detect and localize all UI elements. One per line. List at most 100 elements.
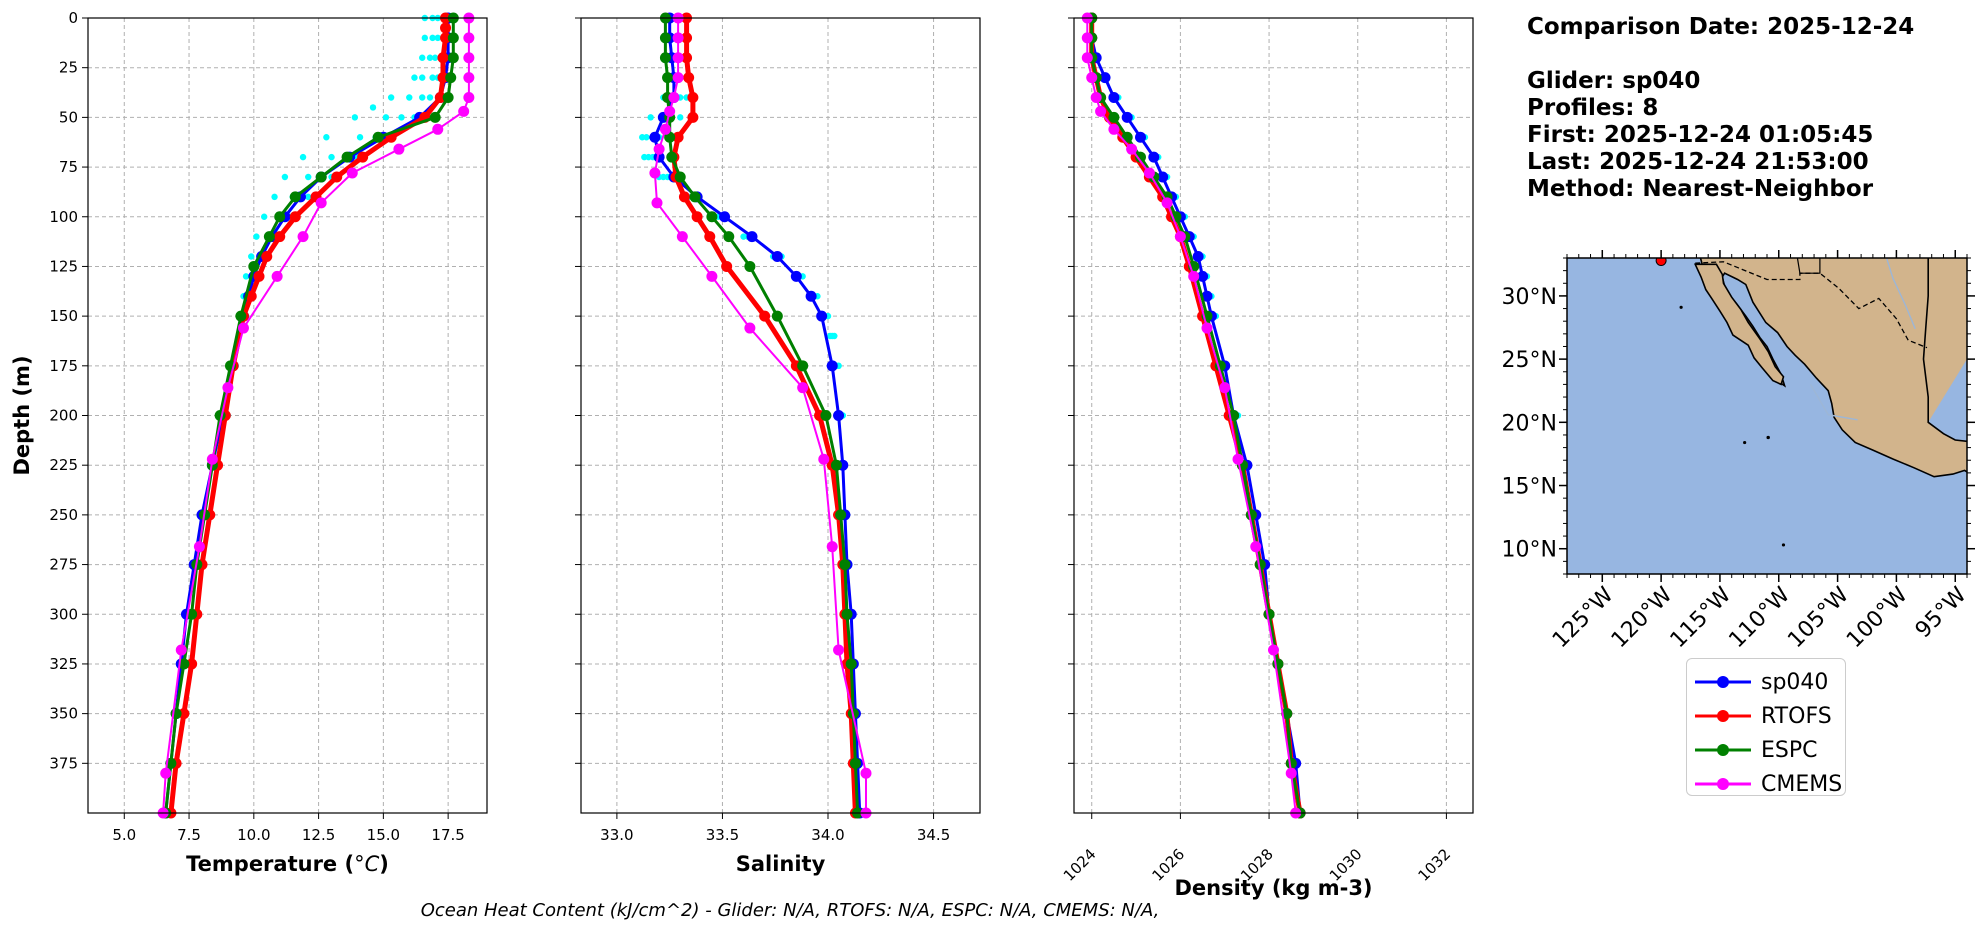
legend-label-sp040: sp040 <box>1761 669 1829 695</box>
baja-peninsula <box>1693 263 1785 386</box>
series-point-cmems <box>463 52 475 64</box>
y-tick-label: 325 <box>49 655 78 673</box>
river <box>1809 384 1858 421</box>
y-tick-label: 175 <box>49 357 78 375</box>
individual-profile-point <box>369 104 377 111</box>
series-point-espc <box>274 211 286 223</box>
y-tick-label: 0 <box>68 9 78 27</box>
series-point-cmems <box>833 644 845 656</box>
glider-name: Glider: sp040 <box>1527 68 1701 94</box>
map-lon-label: 120°W <box>1607 582 1678 653</box>
island <box>1781 543 1786 547</box>
individual-profile-point <box>434 34 441 42</box>
individual-profile-point <box>431 54 439 61</box>
individual-profile-point <box>260 213 268 220</box>
series-point-espc <box>1108 111 1120 123</box>
legend-entry-rtofs: RTOFS <box>1695 699 1845 733</box>
legend-entry-sp040: sp040 <box>1695 665 1845 699</box>
ocean-heat-content-note: Ocean Heat Content (kJ/cm^2) - Glider: N… <box>420 900 1160 921</box>
series-point-espc <box>447 52 459 64</box>
individual-profile-point <box>411 74 418 81</box>
y-tick-label: 300 <box>49 605 78 623</box>
gulf-coastline <box>1922 258 1967 443</box>
series-point-sp040 <box>1148 151 1160 163</box>
series-point-espc <box>841 608 853 620</box>
individual-profile-point <box>323 134 330 141</box>
individual-profile-point <box>419 94 426 101</box>
series-point-espc <box>771 310 783 322</box>
series-point-cmems <box>175 644 187 656</box>
us-mexico-border <box>1695 261 1928 349</box>
individual-profile-point <box>421 34 429 42</box>
series-point-cmems <box>1201 322 1213 334</box>
series-point-rtofs <box>704 231 716 243</box>
series-point-espc <box>835 509 847 521</box>
individual-profile-point <box>647 114 654 121</box>
series-point-sp040 <box>1197 270 1209 282</box>
series-point-cmems <box>315 197 327 209</box>
first-time: First: 2025-12-24 01:05:45 <box>1527 122 1874 148</box>
map-lat-label: 15°N <box>1502 475 1557 500</box>
island <box>1766 435 1770 440</box>
map-lon-label: 110°W <box>1724 582 1795 653</box>
series-point-cmems <box>346 167 358 179</box>
series-point-cmems <box>1285 767 1297 779</box>
series-point-espc <box>845 658 857 670</box>
series-point-cmems <box>1250 541 1262 553</box>
series-point-rtofs <box>261 251 273 262</box>
legend-swatch-espc <box>1695 744 1751 756</box>
individual-profile-point <box>677 114 684 121</box>
individual-profile-point <box>305 193 312 201</box>
series-point-espc <box>1281 708 1293 720</box>
series-point-sp040 <box>1135 131 1146 143</box>
x-tick-label: 1024 <box>1060 845 1100 885</box>
series-point-rtofs <box>687 111 699 123</box>
series-point-rtofs <box>672 131 684 143</box>
individual-profile-point <box>387 94 395 101</box>
series-point-espc <box>178 658 190 670</box>
series-point-rtofs <box>245 290 257 302</box>
series-point-cmems <box>463 32 475 44</box>
individual-profile-point <box>328 153 335 161</box>
series-point-cmems <box>651 197 663 209</box>
y-tick-label: 375 <box>49 754 78 772</box>
series-point-espc <box>797 360 809 372</box>
series-point-cmems <box>668 92 680 103</box>
series-point-cmems <box>672 72 684 84</box>
series-point-cmems <box>1232 453 1244 465</box>
series-point-sp040 <box>1201 290 1213 302</box>
x-axis-label: Density (kg m-3) <box>1174 876 1372 900</box>
y-tick-label: 350 <box>49 705 78 723</box>
series-point-cmems <box>160 767 172 779</box>
series-point-rtofs <box>759 310 771 322</box>
series-point-cmems <box>797 382 809 394</box>
x-axis-label: Temperature (°C) <box>186 852 389 876</box>
individual-profile-point <box>356 134 364 141</box>
map-lat-label: 20°N <box>1502 411 1557 436</box>
legend-label-espc: ESPC <box>1761 737 1818 763</box>
series-point-espc <box>1245 509 1257 521</box>
series-point-espc <box>662 72 674 84</box>
landmass <box>1655 258 1967 547</box>
map-lon-label: 125°W <box>1548 582 1619 653</box>
y-tick-label: 275 <box>49 556 78 574</box>
profile-count: Profiles: 8 <box>1527 95 1659 121</box>
series-point-cmems <box>222 382 234 394</box>
series-point-espc <box>263 231 275 243</box>
individual-profile-point <box>831 332 838 340</box>
series-point-cmems <box>1174 231 1186 243</box>
series-point-espc <box>235 310 247 322</box>
series-point-espc <box>315 171 327 183</box>
series-point-sp040 <box>1192 251 1204 262</box>
individual-profile-point <box>643 134 650 141</box>
series-point-espc <box>447 32 459 44</box>
map-lon-label: 100°W <box>1842 582 1913 653</box>
series-point-cmems <box>432 123 444 135</box>
series-point-rtofs <box>437 52 449 64</box>
salinity-panel: 33.0 33.5 34.0 34.5 Salinity <box>575 12 981 876</box>
series-point-espc <box>659 32 671 44</box>
legend-label-cmems: CMEMS <box>1761 771 1843 797</box>
series-point-cmems <box>1081 52 1093 64</box>
